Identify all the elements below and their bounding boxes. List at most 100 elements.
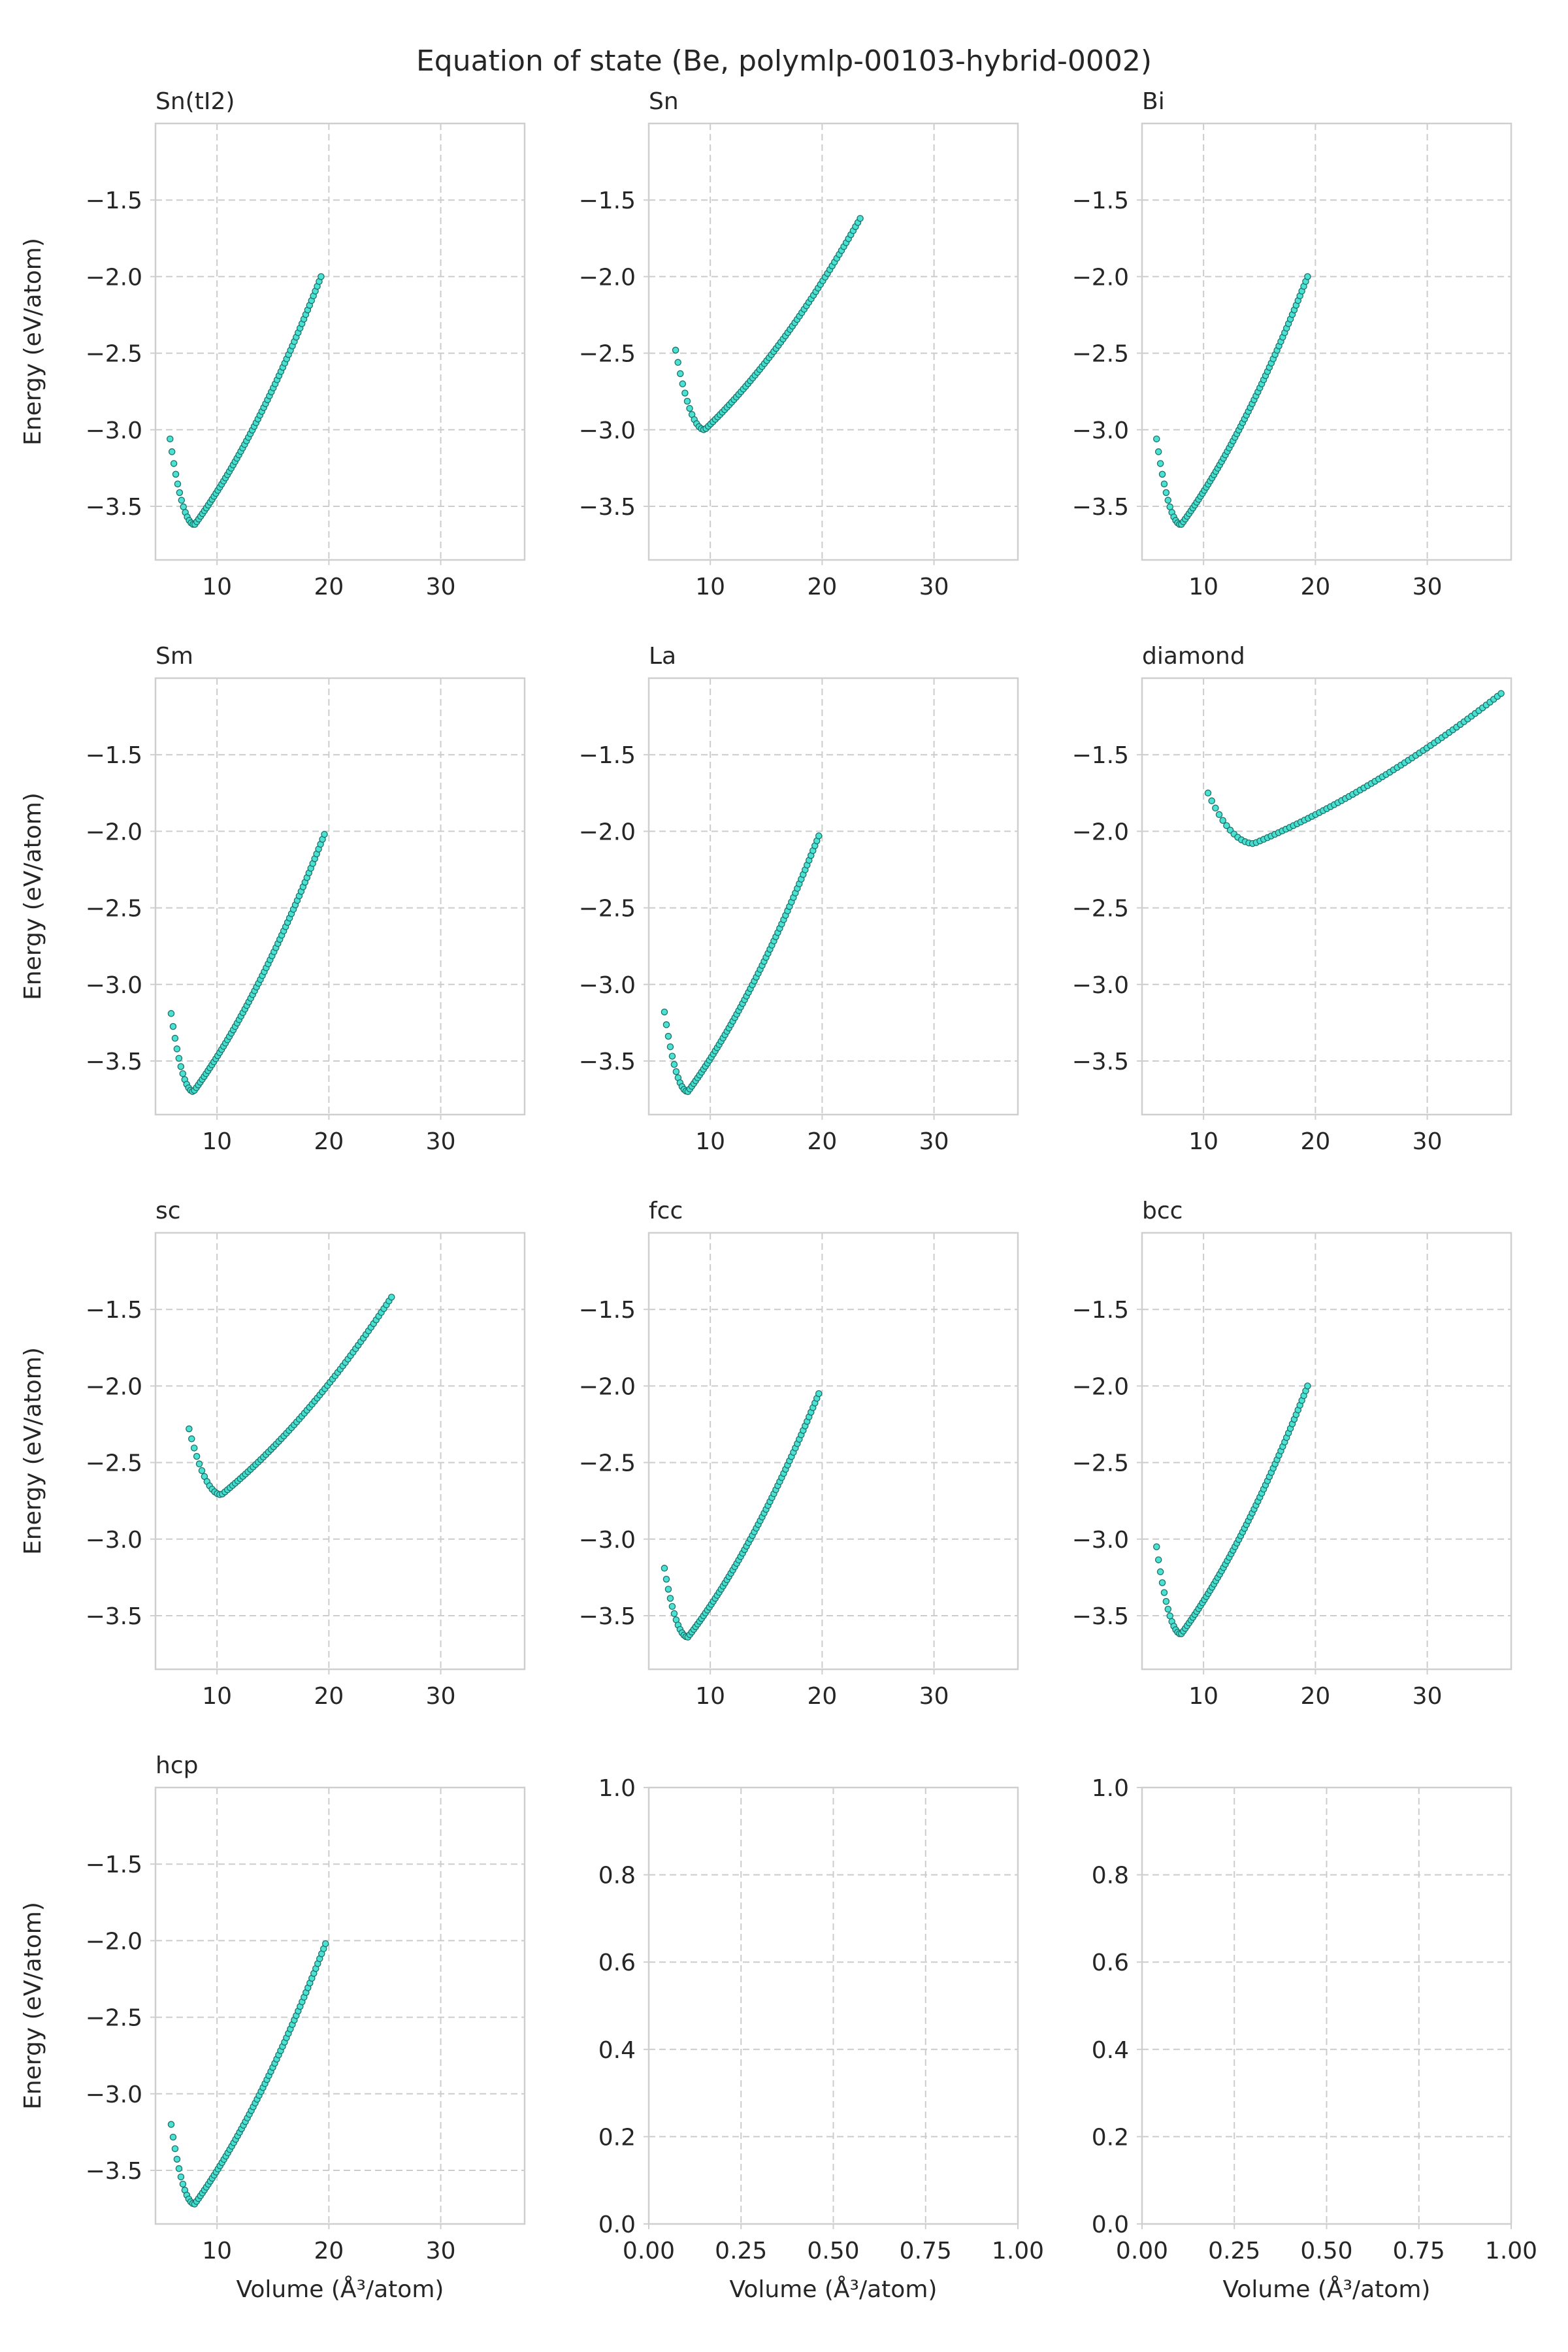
data-point [670, 1610, 678, 1618]
y-tick-label: −1.5 [579, 1297, 636, 1324]
data-point [321, 830, 328, 838]
data-point [170, 460, 178, 467]
x-tick-label: 20 [1300, 1128, 1330, 1155]
data-point [1164, 1605, 1172, 1613]
data-point [167, 2121, 175, 2128]
data-point [179, 1070, 187, 1077]
y-tick-label: −3.5 [86, 494, 142, 521]
data-point [198, 1467, 206, 1475]
axes-frame [154, 122, 526, 561]
data-point [1304, 273, 1311, 280]
x-tick-label: 10 [695, 1128, 725, 1155]
panel-grid: 10 20 30 −3.5 −3.0 −2.5 −2.0 −1.5 Sn(tI2) Energy … [20, 88, 1537, 2303]
y-tick-label: −2.0 [579, 819, 636, 845]
y-tick-label: 0.8 [1092, 1863, 1129, 1889]
x-tick-label: 0.25 [715, 2238, 767, 2264]
x-tick-label: 0.75 [1393, 2238, 1445, 2264]
x-tick-label: 20 [807, 574, 837, 600]
subplot-title: Bi [1142, 88, 1165, 115]
x-tick-label: 10 [202, 574, 232, 600]
subplot-title: diamond [1142, 643, 1245, 670]
x-tick-label: 30 [919, 574, 949, 600]
data-point [815, 832, 823, 840]
data-series [167, 1940, 329, 2208]
y-tick-label: 0.6 [1092, 1950, 1129, 1976]
y-tick-label: 0.2 [1092, 2124, 1129, 2151]
data-point [176, 489, 184, 497]
x-tick-label: 10 [695, 574, 725, 600]
data-point [674, 359, 681, 366]
y-axis-label: Energy (eV/atom) [20, 1902, 46, 2110]
data-point [857, 215, 864, 222]
data-point [670, 1061, 678, 1068]
y-tick-label: −3.5 [1072, 1049, 1129, 1075]
data-point [1164, 497, 1172, 504]
x-tick-label: 20 [314, 2238, 344, 2264]
x-tick-label: 20 [807, 1683, 837, 1710]
subplot-sm: 10 20 30 −3.5 −3.0 −2.5 −2.0 −1.5 Sm Energy (eV/a… [20, 643, 526, 1155]
data-point [171, 1034, 179, 1042]
y-tick-label: −3.0 [1072, 1527, 1129, 1554]
x-tick-label: 30 [426, 2238, 456, 2264]
y-tick-label: −1.5 [86, 188, 142, 214]
x-tick-label: 0.25 [1208, 2238, 1260, 2264]
y-tick-label: −1.5 [1072, 188, 1129, 214]
x-tick-label: 10 [202, 1128, 232, 1155]
data-point [172, 470, 180, 478]
x-tick-label: 0.50 [1300, 2238, 1352, 2264]
data-series [672, 215, 864, 433]
y-tick-label: −3.5 [1072, 494, 1129, 521]
data-point [1166, 1612, 1173, 1620]
subplot-empty-10: 0.00 0.25 0.50 0.75 1.00 0.0 0.2 0.4 0.6 0.8 1.0 Vo… [598, 1775, 1044, 2303]
y-tick-label: −2.5 [579, 896, 636, 923]
x-tick-label: 20 [1300, 1683, 1330, 1710]
y-tick-label: −1.5 [1072, 1297, 1129, 1324]
subplot-la: 10 20 30 −3.5 −3.0 −2.5 −2.0 −1.5 La [579, 643, 1019, 1155]
x-tick-label: 0.00 [1116, 2238, 1168, 2264]
data-point [679, 380, 687, 387]
x-tick-label: 30 [1413, 1128, 1443, 1155]
data-point [664, 1586, 672, 1593]
y-tick-label: −3.5 [86, 1603, 142, 1630]
subplot-bi: 10 20 30 −3.5 −3.0 −2.5 −2.0 −1.5 Bi [1072, 88, 1512, 600]
y-tick-label: 0.2 [598, 2124, 636, 2151]
x-tick-label: 20 [807, 1128, 837, 1155]
subplot-bcc: 10 20 30 −3.5 −3.0 −2.5 −2.0 −1.5 bcc [1072, 1198, 1512, 1710]
data-point [1497, 690, 1505, 697]
x-tick-label: 10 [202, 2238, 232, 2264]
y-tick-label: −2.0 [86, 819, 142, 845]
y-tick-label: −3.5 [579, 1603, 636, 1630]
data-point [1156, 1568, 1164, 1576]
data-point [179, 2180, 187, 2188]
data-point [173, 2155, 181, 2163]
x-tick-label: 30 [1413, 574, 1443, 600]
subplot-diamond: 10 20 30 −3.5 −3.0 −2.5 −2.0 −1.5 diamond [1072, 643, 1512, 1155]
y-tick-label: −1.5 [86, 1297, 142, 1324]
data-point [186, 1425, 193, 1433]
y-tick-label: −2.0 [579, 1373, 636, 1400]
data-point [178, 497, 186, 504]
x-tick-label: 30 [1413, 1683, 1443, 1710]
axes-frame [154, 1786, 526, 2225]
y-axis-label: Energy (eV/atom) [20, 1347, 46, 1555]
y-tick-label: −3.5 [86, 2158, 142, 2185]
y-axis-label: Energy (eV/atom) [20, 792, 46, 1000]
axes-frame [1141, 1232, 1512, 1671]
subplot-title: hcp [155, 1752, 198, 1779]
data-point [195, 1460, 203, 1467]
data-point [1154, 448, 1162, 455]
y-tick-label: −1.5 [579, 742, 636, 769]
data-point [661, 1565, 668, 1572]
data-point [171, 2145, 179, 2153]
axes-frame [647, 122, 1019, 561]
y-tick-label: 0.8 [598, 1863, 636, 1889]
x-tick-label: 20 [1300, 574, 1330, 600]
y-tick-label: −2.5 [86, 2005, 142, 2032]
subplot-title: bcc [1142, 1198, 1183, 1224]
y-tick-label: −2.0 [86, 1928, 142, 1955]
figure-title: Equation of state (Be, polymlp-00103-hyb… [416, 44, 1152, 78]
data-point [672, 1068, 680, 1075]
subplot-title: fcc [649, 1198, 683, 1224]
y-tick-label: −3.0 [86, 1527, 142, 1554]
data-point [167, 1010, 175, 1017]
